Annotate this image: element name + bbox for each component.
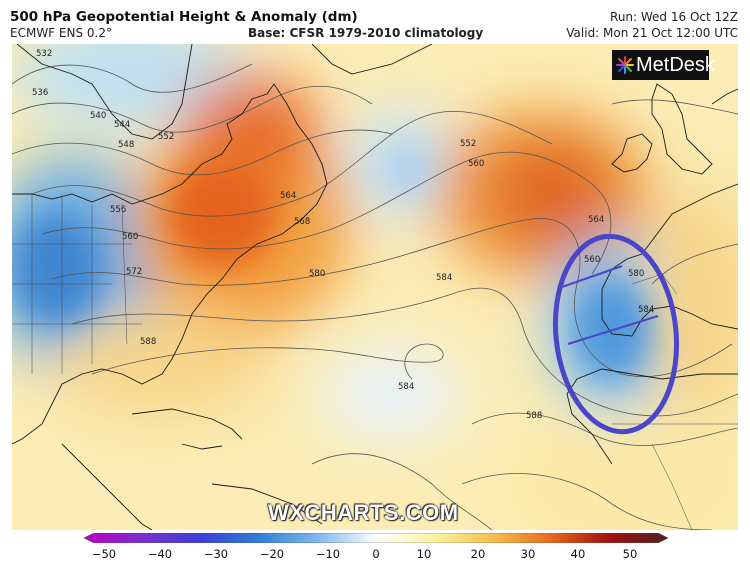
metdesk-logo: MetDesk — [612, 50, 715, 80]
colorbar-tick: −50 — [91, 547, 117, 561]
wxcharts-watermark: WXCHARTS.COM — [268, 500, 459, 525]
contour-label: 584 — [638, 305, 654, 315]
colorbar-tick: −10 — [315, 547, 341, 561]
model-label: ECMWF ENS 0.2° — [10, 26, 112, 40]
contour-label: 540 — [90, 111, 106, 121]
contour-label: 560 — [122, 232, 138, 242]
trough-axis-line — [567, 315, 659, 345]
anomaly-map: 532 536 540 544 548 552 556 560 564 568 … — [12, 44, 738, 530]
contour-label: 548 — [118, 140, 134, 150]
contour-labels: 532 536 540 544 548 552 556 560 564 568 … — [32, 49, 654, 421]
trough-axis-line — [561, 265, 623, 288]
colorbar-tick: −20 — [259, 547, 285, 561]
colorbar-tick: −40 — [147, 547, 173, 561]
chart-title: 500 hPa Geopotential Height & Anomaly (d… — [10, 9, 358, 25]
contour-label: 560 — [468, 159, 484, 169]
contour-label: 584 — [398, 382, 414, 392]
coastlines — [12, 44, 738, 530]
borders — [12, 194, 738, 530]
contour-label: 584 — [436, 273, 452, 283]
highlight-ellipse — [552, 233, 680, 435]
contour-label: 564 — [588, 215, 604, 225]
contour-label: 588 — [526, 411, 542, 421]
contour-label: 544 — [114, 120, 130, 130]
climatology-base-label: Base: CFSR 1979-2010 climatology — [248, 26, 484, 40]
geopotential-contours — [12, 63, 738, 530]
colorbar-tick: 40 — [570, 547, 586, 561]
contour-label: 568 — [294, 217, 310, 227]
chart-header: 500 hPa Geopotential Height & Anomaly (d… — [0, 0, 750, 44]
map-canvas: 532 536 540 544 548 552 556 560 564 568 … — [12, 44, 738, 530]
colorbar-tick: 30 — [520, 547, 536, 561]
colorbar-tick: 10 — [416, 547, 432, 561]
run-time-label: Run: Wed 16 Oct 12Z — [610, 10, 738, 24]
colorbar-tick: 20 — [470, 547, 486, 561]
metdesk-burst-icon — [616, 56, 634, 74]
contour-label: 580 — [628, 269, 644, 279]
colorbar-tick: −30 — [203, 547, 229, 561]
contour-label: 588 — [140, 337, 156, 347]
anomaly-colorbar — [84, 533, 668, 543]
contour-label: 536 — [32, 88, 48, 98]
colorbar-tick: 50 — [622, 547, 638, 561]
contour-label: 572 — [126, 267, 142, 277]
colorbar-tick: 0 — [372, 547, 380, 561]
contour-label: 556 — [110, 205, 126, 215]
contour-label: 532 — [36, 49, 52, 59]
valid-time-label: Valid: Mon 21 Oct 12:00 UTC — [566, 26, 738, 40]
contour-label: 560 — [584, 255, 600, 265]
contour-label: 580 — [309, 269, 325, 279]
contour-label: 552 — [460, 139, 476, 149]
cutoff-low-highlight — [552, 233, 680, 435]
contour-label: 552 — [158, 132, 174, 142]
contour-label: 564 — [280, 191, 296, 201]
metdesk-logo-text: MetDesk — [636, 54, 715, 76]
